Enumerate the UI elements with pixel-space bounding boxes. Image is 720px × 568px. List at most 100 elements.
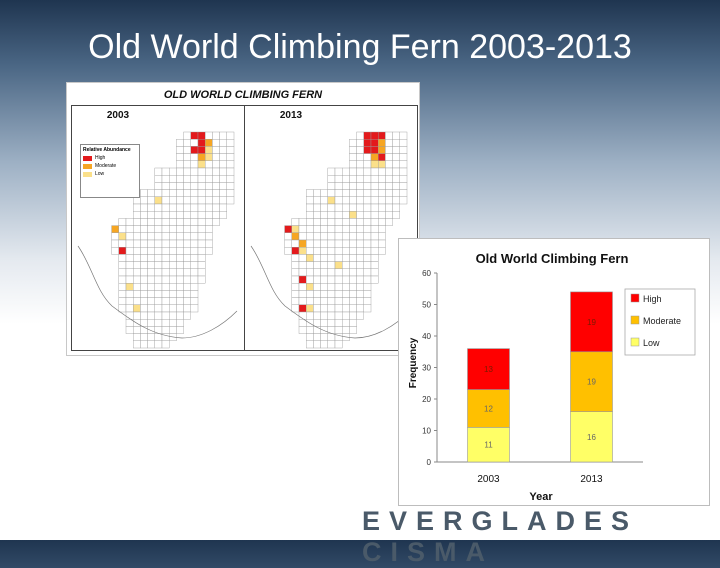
map-2013-cell	[370, 218, 379, 226]
map-2013-cell	[363, 232, 372, 241]
map-2003-cell	[176, 254, 184, 262]
map-2013-cell	[356, 174, 364, 183]
map-2003-cell	[168, 218, 177, 226]
map-2003-cell	[118, 261, 127, 270]
map-2013-cell	[341, 261, 350, 270]
map-2013-cell	[291, 261, 300, 270]
bar-moderate-2003	[467, 389, 510, 428]
map-2003-cell	[168, 182, 177, 190]
map-2003-cell	[183, 268, 191, 277]
map-2003-cell	[168, 268, 177, 277]
map-2003-cell	[190, 232, 199, 241]
map-2003-cell	[154, 304, 163, 313]
map-2013-cell	[313, 304, 321, 313]
map-2013-cell	[377, 182, 386, 190]
map-2013-cell	[334, 182, 343, 190]
map-2013-cell	[313, 210, 321, 219]
map-2003-cell	[190, 196, 199, 205]
map-2013-cell	[334, 340, 343, 349]
map-2003-cell	[118, 268, 127, 277]
map-2003-cell	[176, 153, 184, 161]
map-2013-cell	[298, 218, 307, 226]
map-2013-cell	[327, 167, 336, 176]
map-2013-cell	[313, 333, 321, 342]
map-2013-cell	[291, 297, 300, 306]
map-2013-grid	[250, 131, 411, 349]
map-2003-cell	[168, 189, 177, 197]
map-2003-cell	[219, 182, 228, 190]
map-2003-cell	[140, 297, 148, 306]
map-2003-cell	[190, 189, 199, 197]
map-2013-cell	[334, 210, 343, 219]
map-2003-cell	[154, 311, 163, 320]
map-2003-cell	[161, 318, 170, 327]
map-2013-cell	[320, 239, 328, 248]
map-2003-cell	[183, 232, 191, 241]
map-2003-cell	[176, 282, 184, 291]
map-2003-cell	[161, 167, 170, 176]
map-legend-label-low: Low	[95, 171, 105, 177]
map-2013-cell	[306, 246, 314, 255]
map-2013-cell	[313, 239, 321, 248]
map-2013-cell	[349, 232, 357, 241]
map-2013-cell	[291, 290, 300, 298]
y-tick-label: 30	[422, 364, 431, 373]
map-2003-cell	[183, 189, 191, 197]
map-2013-cell	[320, 340, 328, 349]
map-2003-cell	[140, 218, 148, 226]
map-2013-cell	[334, 290, 343, 298]
map-2013-cell	[377, 196, 386, 205]
map-2013-cell	[327, 225, 336, 233]
map-2003-cell	[125, 232, 134, 241]
map-2013-cell	[349, 304, 357, 313]
map-2013-cell	[363, 146, 372, 154]
map-2003-cell	[140, 340, 148, 349]
map-2003-cell	[176, 261, 184, 270]
map-2003-cell	[154, 318, 163, 327]
map-2013-cell	[356, 146, 364, 154]
map-2013-cell	[306, 261, 314, 270]
map-2013-cell	[334, 218, 343, 226]
map-2003-cell	[133, 218, 141, 226]
map-2013-cell	[392, 189, 401, 197]
map-2003-cell	[133, 326, 141, 334]
map-2003-cell	[212, 182, 220, 190]
map-2013-cell	[341, 232, 350, 241]
map-2003-cell	[176, 167, 184, 176]
map-2013-cell	[334, 196, 343, 205]
map-2013-cell	[313, 203, 321, 212]
map-2003-cell	[204, 174, 213, 183]
map-2013-cell	[370, 196, 379, 205]
map-2013-cell	[327, 203, 336, 212]
map-2013-cell	[356, 311, 364, 320]
map-legend-item-high: High	[81, 154, 139, 162]
map-2013-cell	[356, 203, 364, 212]
map-2003-cell	[140, 282, 148, 291]
map-2013-cell	[363, 131, 372, 140]
map-2013-cell	[385, 196, 393, 205]
map-2003-cell	[168, 275, 177, 284]
map-2013-cell	[370, 139, 379, 147]
map-2013-cell	[392, 146, 401, 154]
map-2013-cell	[349, 311, 357, 320]
map-2013-cell	[341, 203, 350, 212]
map-2003-cell	[168, 210, 177, 219]
map-2013-cell	[377, 225, 386, 233]
map-2003-cell	[154, 182, 163, 190]
map-2013-cell	[341, 225, 350, 233]
map-2013-cell	[341, 318, 350, 327]
map-2013-cell	[377, 189, 386, 197]
map-2013-cell	[363, 218, 372, 226]
map-2013-cell	[320, 290, 328, 298]
map-2013-cell	[298, 246, 307, 255]
map-2003-cell	[168, 326, 177, 334]
map-2003-cell	[183, 203, 191, 212]
map-2003-cell	[154, 189, 163, 197]
map-2013-cell	[356, 182, 364, 190]
map-2013-cell	[341, 246, 350, 255]
map-2013-cell	[306, 210, 314, 219]
map-2013-cell	[291, 304, 300, 313]
map-2013-cell	[399, 131, 408, 140]
map-2003-cell	[147, 225, 155, 233]
map-2003-cell	[118, 246, 127, 255]
